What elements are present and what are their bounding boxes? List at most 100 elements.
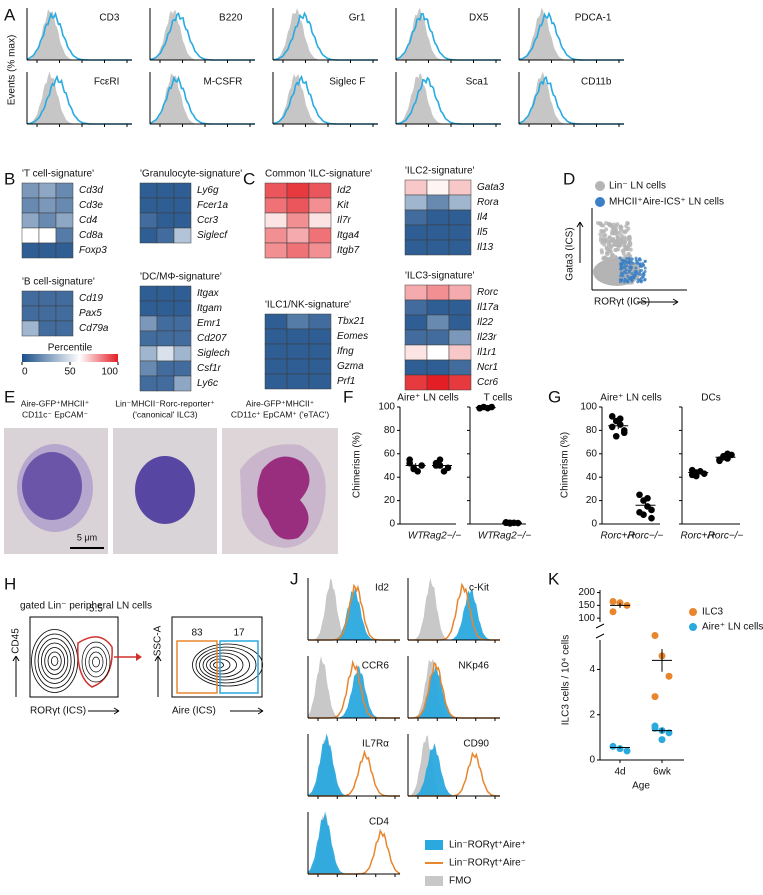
marker-label: M-CSFR <box>204 77 243 88</box>
colorbar <box>22 354 118 362</box>
x-tick-label: 6wk <box>653 767 672 778</box>
heatmap-cell <box>38 320 57 337</box>
data-point <box>609 608 617 616</box>
y-axis-label: Chimerism (%) <box>560 432 571 498</box>
fmo-histogram <box>308 578 400 640</box>
heatmap-cell <box>173 360 192 377</box>
data-point <box>636 491 643 499</box>
cell-dot <box>614 230 619 235</box>
heatmap-cell <box>139 375 158 392</box>
cell-dot <box>623 277 627 281</box>
data-point <box>665 672 673 680</box>
cell-dot <box>627 277 631 281</box>
gate <box>77 636 113 688</box>
cell-dot <box>623 230 628 235</box>
gene-label: Siglecf <box>197 230 228 241</box>
cell-dot <box>610 253 615 258</box>
y-axis-label: SSC-A <box>153 625 164 656</box>
cell-dot <box>603 233 608 238</box>
cell-dot <box>634 258 638 262</box>
cell-dot <box>631 261 635 265</box>
gene-label: Ly6c <box>197 378 218 389</box>
contour <box>213 661 224 669</box>
cell-dot <box>619 233 624 238</box>
cell-dot <box>614 224 619 229</box>
cell-dot <box>639 272 643 276</box>
heatmap-cell <box>156 182 175 199</box>
positive-histogram <box>408 588 500 640</box>
cell-dot <box>606 221 611 226</box>
data-point <box>648 506 655 514</box>
heatmap-cell <box>404 329 428 346</box>
heatmap-cell <box>404 284 428 301</box>
heatmap-cell <box>156 212 175 229</box>
heatmap-cell <box>286 182 310 199</box>
marker-label: Gr1 <box>349 13 366 24</box>
heatmap-cell <box>426 224 450 241</box>
cell-dot <box>634 266 638 270</box>
heatmap-cell <box>139 345 158 362</box>
cell-dot <box>610 237 615 242</box>
gene-label: Ncr1 <box>477 362 498 373</box>
marker-label: Id2 <box>375 583 389 594</box>
heatmap-cell <box>286 197 310 214</box>
heatmap-cell <box>264 197 288 214</box>
cell-dot <box>638 270 642 274</box>
heatmap-cell <box>448 359 472 376</box>
block-title: 'T cell-signature' <box>22 169 94 180</box>
heatmap-cell <box>55 227 74 244</box>
data-point <box>665 729 673 737</box>
cell-dot <box>625 221 630 226</box>
cell-dot <box>628 270 632 274</box>
data-point <box>616 415 624 423</box>
heatmap-cell <box>308 373 332 390</box>
colorbar-label: 0 <box>22 367 28 378</box>
control-histogram <box>150 73 255 124</box>
x-axis-label: Age <box>632 781 650 792</box>
cell-dot <box>620 278 624 282</box>
gene-label: Il7r <box>337 215 352 226</box>
contour <box>206 655 237 675</box>
heatmap-cell <box>404 194 428 211</box>
y-tick-label: 60 <box>586 448 598 459</box>
legend-title: Percentile <box>48 343 93 354</box>
heatmap-cell <box>426 329 450 346</box>
y-tick-label: 60 <box>384 448 396 459</box>
heatmap-cell <box>139 315 158 332</box>
panel-letter: J <box>290 569 299 588</box>
legend-swatch <box>425 876 443 886</box>
heatmap-cell <box>139 360 158 377</box>
marker-label: Siglec F <box>329 77 365 88</box>
cell-dot <box>618 256 622 260</box>
heatmap-cell <box>264 182 288 199</box>
positive-histogram <box>408 743 500 796</box>
gene-label: Rora <box>477 197 499 208</box>
gene-label: Il4 <box>477 212 488 223</box>
heatmap-cell <box>38 305 57 322</box>
data-point <box>651 693 659 701</box>
block-title: 'ILC2-signature' <box>405 166 475 177</box>
heatmap-cell <box>21 305 40 322</box>
cell-dot <box>625 271 629 275</box>
heatmap-cell <box>308 227 332 244</box>
data-point <box>612 432 620 440</box>
y-tick-label: 100 <box>580 402 597 413</box>
x-axis-label: Aire (ICS) <box>172 706 216 717</box>
cell-dot <box>600 238 605 243</box>
contour <box>44 647 65 675</box>
gene-label: Cd8a <box>79 230 103 241</box>
data-point <box>609 598 617 606</box>
gene-label: Cd3e <box>79 200 103 211</box>
cell-dot <box>626 261 630 265</box>
cell-dot <box>630 257 634 261</box>
data-point <box>688 466 696 474</box>
legend-dot <box>689 623 697 631</box>
x-tick-label: Rorc−/− <box>708 531 744 542</box>
cell-dot <box>639 280 643 284</box>
nucleus <box>257 456 310 540</box>
heatmap-cell <box>55 242 74 259</box>
gate-label: 17 <box>233 628 245 639</box>
cell-dot <box>634 269 638 273</box>
legend-dot <box>689 608 697 616</box>
